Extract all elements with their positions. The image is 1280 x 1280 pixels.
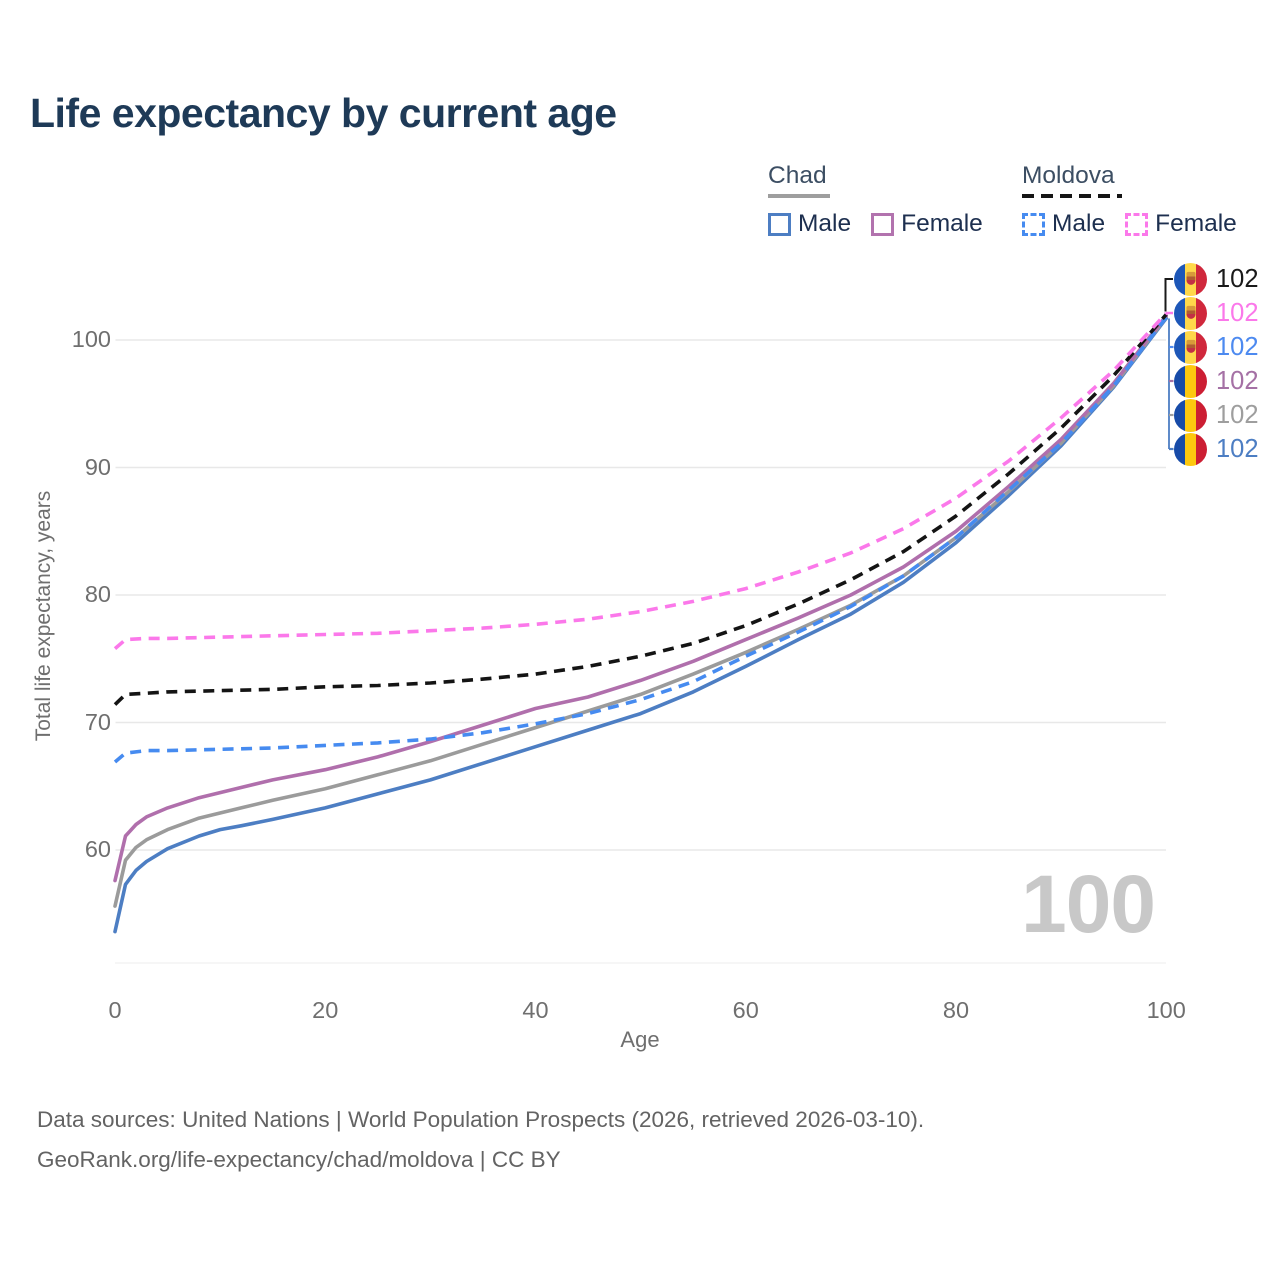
page-title: Life expectancy by current age (30, 90, 617, 136)
legend-label-chad-male: Male (798, 210, 852, 237)
legend-item-moldova-male[interactable]: Male (1022, 210, 1105, 238)
legend-group-moldova-title[interactable]: Moldova (1022, 162, 1115, 189)
moldova-flag-icon (1174, 262, 1207, 296)
series-line-moldova-female[interactable] (113, 311, 1168, 650)
end-label-value: 102 (1216, 366, 1259, 395)
chad-flag-icon (1174, 432, 1207, 466)
legend-label-chad-female: Female (901, 210, 983, 237)
legend-group-chad-title[interactable]: Chad (768, 162, 827, 189)
moldova-female-swatch-icon (1125, 212, 1149, 236)
moldova-flag-icon (1174, 296, 1207, 330)
chad-flag-icon (1174, 398, 1207, 432)
y-tick-60: 60 (84, 836, 111, 862)
x-tick-80: 80 (942, 997, 970, 1023)
end-label-value: 102 (1216, 400, 1259, 429)
moldova-coat-of-arms-icon (1186, 305, 1195, 319)
moldova-coat-of-arms-icon (1186, 271, 1195, 285)
legend-item-chad-male[interactable]: Male (768, 210, 851, 238)
legend-group-chad-underline (768, 194, 830, 198)
chad-female-swatch-icon (871, 212, 895, 236)
x-tick-100: 100 (1146, 997, 1186, 1023)
chad-flag-icon (1174, 364, 1207, 398)
x-tick-40: 40 (522, 997, 549, 1023)
series-line-moldova-total[interactable] (113, 313, 1168, 706)
end-label-row-5: 102 (1174, 432, 1259, 466)
footer-data-sources: Data sources: United Nations | World Pop… (37, 1107, 925, 1132)
series-line-moldova-male[interactable] (113, 316, 1168, 764)
y-tick-100: 100 (71, 326, 111, 352)
legend-label-moldova-male: Male (1052, 210, 1106, 237)
age-counter-watermark: 100 (1021, 859, 1156, 950)
end-label-row-4: 102 (1174, 398, 1259, 432)
chad-male-swatch-icon (768, 212, 791, 236)
moldova-coat-of-arms-icon (1186, 339, 1195, 353)
moldova-flag-icon (1174, 330, 1207, 364)
series-line-chad-female[interactable] (113, 314, 1168, 883)
series-line-chad-total[interactable] (113, 315, 1168, 908)
end-label-row-0: 102 (1174, 262, 1259, 296)
y-tick-90: 90 (84, 453, 111, 480)
y-tick-70: 70 (84, 708, 111, 735)
x-tick-60: 60 (732, 997, 759, 1023)
end-label-value: 102 (1216, 332, 1259, 361)
legend-item-moldova-female[interactable]: Female (1125, 210, 1237, 238)
legend-group-chad: Chad Male Female (768, 162, 983, 238)
end-label-row-1: 102 (1174, 296, 1259, 330)
x-tick-0: 0 (108, 997, 122, 1023)
legend-group-moldova: Moldova Male Female (1022, 162, 1237, 238)
end-label-value: 102 (1216, 434, 1259, 463)
label-connector-moldova-total (1164, 278, 1173, 312)
footer-link: GeoRank.org/life-expectancy/chad/moldova… (37, 1147, 561, 1172)
end-label-value: 102 (1216, 264, 1259, 293)
end-label-value: 102 (1216, 298, 1259, 327)
legend-item-chad-female[interactable]: Female (871, 210, 983, 238)
legend-label-moldova-female: Female (1155, 210, 1237, 237)
legend-group-moldova-underline (1022, 194, 1122, 198)
end-label-row-2: 102 (1174, 330, 1259, 364)
footer: Data sources: United Nations | World Pop… (37, 1106, 924, 1186)
moldova-male-swatch-icon (1022, 212, 1045, 236)
y-axis-title: Total life expectancy, years (32, 490, 55, 742)
x-axis-title: Age (620, 1027, 660, 1052)
y-tick-80: 80 (84, 581, 111, 607)
end-label-row-3: 102 (1174, 364, 1259, 398)
x-tick-20: 20 (312, 997, 339, 1023)
series-line-chad-male[interactable] (113, 316, 1168, 934)
